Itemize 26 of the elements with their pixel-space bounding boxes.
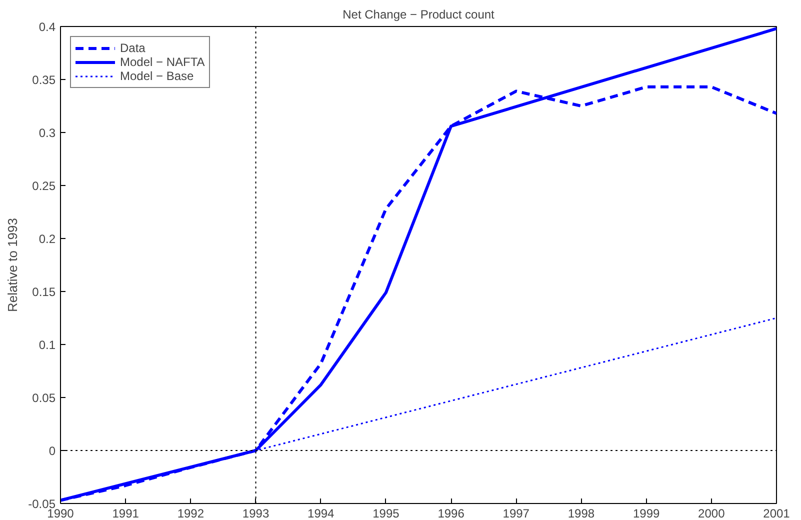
x-tick-label: 1990 xyxy=(47,506,74,520)
y-axis-title: Relative to 1993 xyxy=(5,218,20,312)
x-tick-label: 1995 xyxy=(372,506,400,520)
legend-label: Data xyxy=(120,41,146,55)
x-tick-label: 1993 xyxy=(242,506,270,520)
legend-label: Model − NAFTA xyxy=(120,55,205,69)
y-tick-label: 0.3 xyxy=(38,126,56,140)
y-tick-label: 0 xyxy=(48,444,56,458)
x-tick-label: 1994 xyxy=(308,506,335,520)
y-tick-label: 0.05 xyxy=(32,391,56,405)
x-tick-label: 1999 xyxy=(632,506,660,520)
y-tick-label: 0.1 xyxy=(38,338,56,352)
y-tick-label: 0.25 xyxy=(32,179,56,193)
y-tick-label: 0.2 xyxy=(38,232,56,246)
x-tick-label: 1996 xyxy=(438,506,465,520)
legend-label: Model − Base xyxy=(120,69,194,83)
chart-title: Net Change − Product count xyxy=(342,8,496,22)
x-tick-label: 2000 xyxy=(698,506,726,520)
x-tick-label: 1991 xyxy=(112,506,140,520)
x-tick-label: 1992 xyxy=(177,506,204,520)
y-tick-label: 0.35 xyxy=(32,73,56,87)
y-tick-label: 0.15 xyxy=(32,285,56,299)
x-tick-label: 1998 xyxy=(568,506,595,520)
y-tick-label: 0.4 xyxy=(38,20,56,34)
x-tick-label: 1997 xyxy=(502,506,530,520)
x-tick-label: 2001 xyxy=(763,506,790,520)
